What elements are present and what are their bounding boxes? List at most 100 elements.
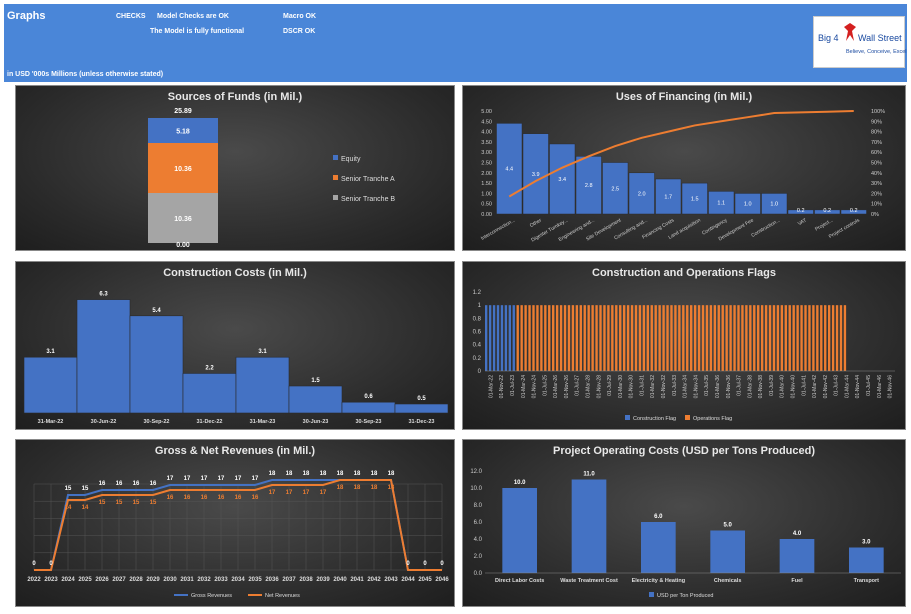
gross-data-label: 18 (303, 471, 310, 477)
construction-data-label: 5.4 (152, 308, 161, 314)
opcosts-bar (710, 530, 745, 573)
net-data-label: 17 (269, 490, 276, 496)
operations-flag-bar (575, 305, 579, 371)
revenues-x-label: 2031 (180, 577, 194, 583)
construction-bar (341, 401, 396, 414)
revenues-legend-label: Net Revenues (265, 593, 300, 599)
opcosts-data-label: 5.0 (723, 523, 732, 529)
construction-bar (23, 356, 78, 414)
operations-flag-bar (697, 305, 701, 371)
operations-flag-bar (607, 305, 610, 371)
flags-x-label: 01-Mar-46 (877, 375, 883, 398)
uses-y-tick: 4.50 (481, 119, 492, 125)
gross-data-label: 16 (99, 481, 106, 487)
sources-bar-segment (148, 193, 218, 243)
flags-y-tick: 0.4 (473, 343, 482, 349)
header-banner: Graphs CHECKS Model Checks are OK The Mo… (4, 4, 907, 82)
operations-flag-bar (729, 305, 732, 371)
construction-x-label: 30-Jun-22 (91, 419, 117, 425)
operations-flag-bar (733, 305, 736, 371)
flags-x-label: 01-Mar-42 (812, 375, 818, 398)
gross-data-label: 18 (354, 471, 361, 477)
revenues-x-label: 2036 (265, 577, 279, 583)
gross-data-label: 15 (82, 486, 89, 492)
operating-costs-title: Project Operating Costs (USD per Tons Pr… (553, 445, 815, 457)
operations-flag-bar (670, 305, 673, 371)
flags-y-tick: 0 (478, 369, 482, 375)
operations-flag-bar (824, 305, 827, 371)
operations-flag-bar (717, 305, 720, 371)
net-data-label: 18 (371, 485, 378, 491)
uses-y2-tick: 80% (871, 130, 882, 136)
sources-legend-swatch (333, 175, 338, 180)
units-note: in USD '000s Millions (unless otherwise … (7, 71, 164, 78)
flags-x-label: 01-Nov-40 (791, 375, 797, 399)
net-revenues-line (34, 479, 442, 571)
operations-flag-bar (536, 305, 539, 371)
gross-data-label: 18 (286, 471, 293, 477)
opcosts-y-tick: 0.0 (474, 571, 483, 577)
uses-data-label: 2.0 (638, 191, 646, 197)
opcosts-x-label: Fuel (791, 578, 803, 584)
uses-y-tick: 2.00 (481, 171, 492, 177)
opcosts-x-label: Direct Labor Costs (495, 578, 544, 584)
opcosts-y-tick: 10.0 (470, 486, 482, 492)
opcosts-legend-label: USD per Ton Produced (657, 593, 713, 599)
opcosts-data-label: 4.0 (793, 531, 802, 537)
operations-flag-bar (559, 305, 563, 371)
uses-bar (734, 193, 761, 215)
revenues-x-label: 2032 (197, 577, 211, 583)
construction-x-label: 31-Dec-23 (409, 419, 435, 425)
operations-flag-bar (544, 305, 547, 371)
operations-flag-bar (540, 305, 543, 371)
operations-flag-bar (686, 305, 689, 371)
uses-bar (549, 143, 576, 215)
gross-data-label: 17 (201, 476, 208, 482)
uses-data-label: 0.2 (797, 208, 805, 214)
uses-y-tick: 0.50 (481, 202, 492, 208)
sources-data-label: 5.18 (176, 129, 190, 136)
construction-bar (182, 373, 237, 414)
construction-data-label: 3.1 (258, 349, 267, 355)
opcosts-data-label: 3.0 (862, 540, 871, 546)
construction-costs-title: Construction Costs (in Mil.) (163, 267, 307, 279)
flags-x-label: 01-Jul-37 (737, 375, 743, 396)
operations-flag-bar (524, 305, 527, 371)
flags-x-label: 01-Jul-35 (704, 375, 710, 396)
flags-title: Construction and Operations Flags (592, 267, 776, 279)
flags-panel: 0 0.2 0.4 0.6 0.8 1 1.2 01-Mar-22 01-Nov-22 01-Ju… (462, 261, 906, 430)
operations-flag-bar (749, 305, 752, 371)
operations-flag-bar (741, 305, 744, 371)
operations-flag-bar (780, 305, 784, 371)
construction-x-label: 30-Jun-23 (303, 419, 329, 425)
sources-legend-swatch (333, 155, 338, 160)
operations-flag-bar (713, 305, 717, 371)
revenues-x-label: 2025 (78, 577, 92, 583)
operations-flag-bar (658, 305, 661, 371)
operations-flag-bar (784, 305, 787, 371)
operations-flag-bar (567, 305, 571, 371)
page-title: Graphs (7, 10, 46, 22)
uses-data-label: 1.0 (744, 202, 752, 208)
uses-data-label: 1.7 (664, 194, 672, 200)
flags-x-label: 01-Mar-40 (780, 375, 786, 398)
net-data-label: 18 (354, 485, 361, 491)
flags-x-label: 01-Jul-23 (510, 375, 516, 396)
revenues-x-label: 2028 (129, 577, 143, 583)
flags-x-label: 01-Jul-33 (672, 375, 678, 396)
construction-data-label: 1.5 (311, 378, 320, 384)
net-data-label: 17 (320, 490, 327, 496)
revenues-x-label: 2026 (95, 577, 109, 583)
operations-flag-bar (757, 305, 760, 371)
opcosts-data-label: 6.0 (654, 514, 663, 520)
operations-flag-bar (532, 305, 535, 371)
uses-y2-tick: 10% (871, 202, 882, 208)
uses-y2-tick: 40% (871, 171, 882, 177)
operations-flag-bar (725, 305, 728, 371)
operations-flag-bar (792, 305, 795, 371)
revenues-x-label: 2042 (367, 577, 381, 583)
eagle-icon (844, 23, 856, 41)
revenues-x-label: 2043 (384, 577, 398, 583)
uses-y2-tick: 70% (871, 140, 882, 146)
construction-flag-bar (500, 305, 504, 371)
